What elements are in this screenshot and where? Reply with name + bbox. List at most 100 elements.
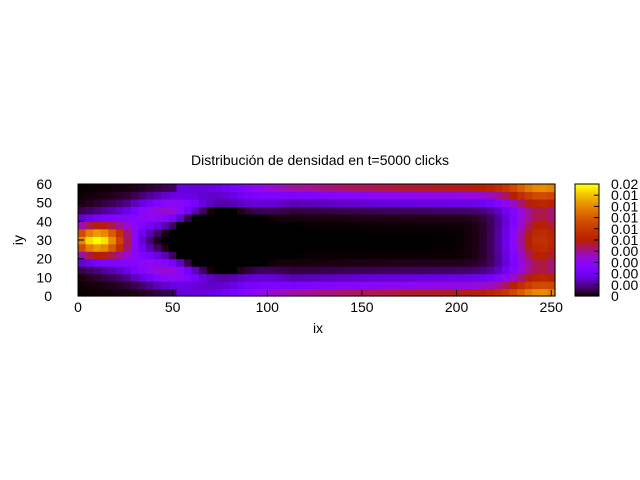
y-tick-label: 50 <box>36 195 52 211</box>
heatmap-cell <box>244 191 253 200</box>
heatmap-cell <box>312 228 321 237</box>
heatmap-cell <box>433 228 443 237</box>
heatmap-cell <box>471 288 480 297</box>
heatmap-cell <box>176 288 185 297</box>
heatmap-cell <box>237 191 246 200</box>
heatmap-cell <box>168 228 178 237</box>
heatmap-cell <box>396 213 405 222</box>
heatmap-cell <box>206 273 215 282</box>
heatmap-cell <box>252 266 261 275</box>
heatmap-cell <box>221 258 231 267</box>
heatmap-cell <box>365 236 374 245</box>
heatmap-cell <box>486 213 496 222</box>
heatmap-cell <box>153 228 162 237</box>
heatmap-cell <box>85 213 94 222</box>
heatmap-cell <box>108 198 117 207</box>
heatmap-cell <box>312 213 321 222</box>
heatmap-cell <box>464 213 473 222</box>
heatmap-cell <box>93 191 102 200</box>
heatmap-cell <box>161 288 170 297</box>
heatmap-cell <box>123 243 132 252</box>
x-tick-label: 150 <box>350 299 374 315</box>
heatmap-cell <box>138 281 147 290</box>
heatmap-cell <box>244 184 253 193</box>
heatmap-cell <box>335 236 344 245</box>
y-tick-label: 20 <box>36 251 52 267</box>
heatmap-cell <box>274 198 284 207</box>
heatmap-cell <box>229 236 238 245</box>
heatmap-cell <box>396 281 405 290</box>
heatmap-cell <box>168 243 178 252</box>
heatmap-cell <box>456 191 465 200</box>
heatmap-cell <box>244 221 253 230</box>
heatmap-cell <box>373 228 382 237</box>
heatmap-cell <box>380 236 390 245</box>
heatmap-cell <box>320 288 329 297</box>
heatmap-cell <box>524 213 533 222</box>
heatmap-cell <box>358 221 367 230</box>
heatmap-cell <box>335 273 344 282</box>
heatmap-cell <box>168 258 178 267</box>
heatmap-cell <box>131 251 140 260</box>
heatmap-cell <box>350 213 359 222</box>
heatmap-cell <box>486 251 496 260</box>
heatmap-cell <box>539 288 549 297</box>
heatmap-cell <box>486 206 496 215</box>
heatmap-cell <box>343 273 352 282</box>
heatmap-cell <box>176 281 185 290</box>
heatmap-cell <box>214 198 223 207</box>
heatmap-cell <box>388 198 397 207</box>
heatmap-cell <box>373 221 382 230</box>
heatmap-cell <box>108 251 117 260</box>
heatmap-cell <box>494 281 503 290</box>
heatmap-cell <box>358 251 367 260</box>
heatmap-cell <box>100 288 109 297</box>
heatmap-cell <box>343 206 352 215</box>
colorbar-swatch <box>575 222 599 225</box>
heatmap-cell <box>365 251 374 260</box>
heatmap-cell <box>138 206 147 215</box>
heatmap-cell <box>509 281 518 290</box>
heatmap-cell <box>252 258 261 267</box>
colorbar-tick-label: 0.01 <box>611 198 638 214</box>
heatmap-cell <box>524 221 533 230</box>
heatmap-cell <box>426 228 435 237</box>
heatmap-cell <box>229 221 238 230</box>
heatmap-cell <box>115 243 125 252</box>
heatmap-cell <box>168 281 178 290</box>
colorbar-swatch <box>575 224 599 227</box>
heatmap-cell <box>153 281 162 290</box>
heatmap-cell <box>396 288 405 297</box>
heatmap-cell <box>312 266 321 275</box>
heatmap-cell <box>138 273 147 282</box>
heatmap-cell <box>539 243 549 252</box>
heatmap-cell <box>108 273 117 282</box>
heatmap-cell <box>539 251 549 260</box>
heatmap-cell <box>252 184 261 193</box>
heatmap-cell <box>343 258 352 267</box>
heatmap-cell <box>502 251 511 260</box>
heatmap-cell <box>532 236 541 245</box>
colorbar-tick-label: 0 <box>611 288 619 304</box>
heatmap-cell <box>441 184 450 193</box>
heatmap-cell <box>411 221 420 230</box>
heatmap-cell <box>312 243 321 252</box>
heatmap-cell <box>494 221 503 230</box>
heatmap-cell <box>267 198 276 207</box>
heatmap-cell <box>312 236 321 245</box>
heatmap-cell <box>426 221 435 230</box>
heatmap-cell <box>100 251 109 260</box>
heatmap-cell <box>335 258 344 267</box>
heatmap-cell <box>517 221 526 230</box>
heatmap-cell <box>85 228 94 237</box>
heatmap-cell <box>312 191 321 200</box>
heatmap-cell <box>93 251 102 260</box>
heatmap-cell <box>100 266 109 275</box>
heatmap-cell <box>494 273 503 282</box>
colorbar-tick-label: 0.00 <box>611 254 638 270</box>
heatmap-cell <box>517 243 526 252</box>
heatmap-cell <box>449 221 458 230</box>
heatmap-cell <box>509 288 518 297</box>
heatmap-cell <box>524 198 533 207</box>
heatmap-cell <box>85 258 94 267</box>
